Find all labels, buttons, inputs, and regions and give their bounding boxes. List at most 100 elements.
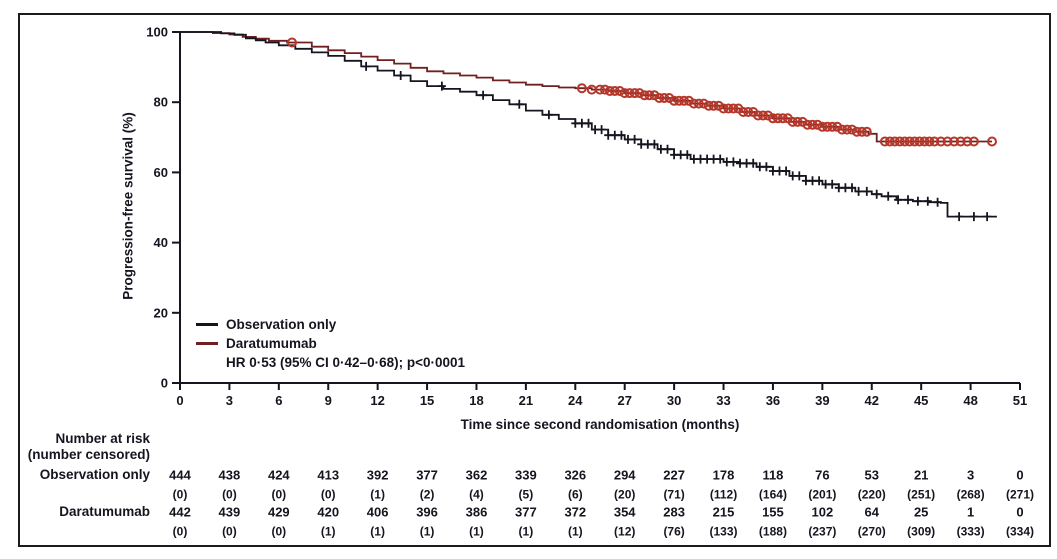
censor-circle-daratumumab (812, 119, 823, 130)
censor-circle-daratumumab (698, 98, 709, 109)
censor-circle-daratumumab (619, 88, 630, 99)
censor-circle-daratumumab (614, 86, 625, 96)
censor-circle-daratumumab (802, 119, 813, 130)
y-tick-label: 0 (161, 376, 168, 391)
censored-count-daratumumab: (333) (957, 525, 985, 539)
censored-count-daratumumab: (0) (173, 525, 188, 539)
risk-count-daratumumab: 396 (416, 505, 438, 520)
y-tick-label: 80 (154, 95, 168, 110)
censor-circle-daratumumab (718, 103, 729, 114)
risk-count-daratumumab: 386 (466, 505, 488, 520)
censor-circle-daratumumab (664, 93, 675, 103)
censor-circle-daratumumab (861, 126, 872, 137)
risk-count-daratumumab: 354 (614, 505, 636, 520)
risk-count-daratumumab: 64 (865, 505, 880, 520)
censor-plus-observation (933, 197, 942, 207)
legend-entry-daratumumab: Daratumumab (196, 334, 465, 353)
censor-plus-observation (544, 110, 553, 120)
censor-circle-daratumumab (847, 124, 857, 135)
legend-entry-observation: Observation only (196, 315, 465, 334)
legend-label-daratumumab: Daratumumab (226, 336, 317, 351)
legend: Observation only Daratumumab HR 0·53 (95… (196, 315, 465, 372)
censor-plus-observation (884, 191, 893, 201)
x-axis-title: Time since second randomisation (months) (460, 417, 740, 432)
censor-plus-observation (795, 171, 804, 181)
censor-circle-daratumumab (599, 84, 610, 95)
censored-count-daratumumab: (334) (1006, 525, 1034, 539)
censored-count-observation-only: (0) (271, 488, 286, 502)
censor-circle-daratumumab (629, 88, 640, 99)
risk-count-daratumumab: 155 (762, 505, 784, 520)
censor-circle-daratumumab (644, 90, 655, 101)
censor-plus-observation (983, 212, 992, 222)
censor-plus-observation (828, 179, 837, 189)
x-tick-label: 30 (667, 393, 681, 408)
y-tick-label: 100 (146, 25, 168, 40)
censor-plus-observation (663, 144, 672, 154)
x-tick-label: 51 (1013, 393, 1027, 408)
risk-table-header-line2: (number censored) (27, 447, 150, 462)
y-tick-label: 60 (154, 165, 168, 180)
x-tick-label: 15 (420, 393, 434, 408)
censor-circle-daratumumab (654, 93, 665, 103)
observation-line-swatch (196, 323, 218, 326)
x-tick-label: 0 (176, 393, 183, 408)
risk-count-daratumumab: 0 (1016, 505, 1023, 520)
censor-plus-observation (762, 162, 771, 172)
censor-circle-daratumumab (792, 116, 803, 127)
censor-circle-daratumumab (688, 98, 699, 109)
risk-count-daratumumab: 429 (268, 505, 290, 520)
risk-count-daratumumab: 442 (169, 505, 191, 520)
risk-table-header-line1: Number at risk (55, 431, 150, 446)
censored-count-daratumumab: (1) (420, 525, 435, 539)
censor-circle-daratumumab (772, 113, 783, 124)
censor-circle-daratumumab (909, 136, 920, 147)
censor-plus-observation (854, 186, 863, 196)
x-tick-label: 12 (370, 393, 384, 408)
censor-circle-daratumumab (576, 83, 587, 94)
censor-circle-daratumumab (683, 95, 694, 106)
risk-count-daratumumab: 377 (515, 505, 537, 520)
risk-count-observation-only: 227 (663, 468, 685, 483)
censor-circle-daratumumab (942, 136, 953, 147)
censor-circle-daratumumab (842, 124, 853, 135)
risk-count-observation-only: 424 (268, 468, 290, 483)
risk-count-daratumumab: 406 (367, 505, 389, 520)
censor-circle-daratumumab (659, 93, 670, 103)
censor-plus-observation (749, 158, 758, 168)
x-tick-label: 3 (226, 393, 233, 408)
censor-circle-daratumumab (894, 136, 905, 147)
censor-circle-daratumumab (743, 107, 754, 117)
risk-count-observation-only: 413 (317, 468, 339, 483)
x-tick-label: 48 (963, 393, 977, 408)
censor-plus-observation (716, 154, 725, 164)
censored-count-observation-only: (220) (858, 488, 886, 502)
censor-plus-observation (923, 196, 932, 206)
censored-count-observation-only: (251) (907, 488, 935, 502)
censor-plus-observation (597, 125, 606, 135)
censor-circle-daratumumab (693, 98, 704, 109)
censor-plus-observation (683, 150, 692, 160)
censored-count-observation-only: (2) (420, 488, 435, 502)
risk-count-observation-only: 339 (515, 468, 537, 483)
risk-count-observation-only: 294 (614, 468, 636, 483)
x-tick-label: 42 (865, 393, 879, 408)
censor-circle-daratumumab (649, 90, 660, 101)
censored-count-observation-only: (0) (321, 488, 336, 502)
censor-circle-daratumumab (728, 103, 739, 114)
risk-count-observation-only: 377 (416, 468, 438, 483)
censored-count-daratumumab: (0) (271, 525, 286, 539)
censored-count-daratumumab: (1) (519, 525, 534, 539)
censored-count-daratumumab: (1) (469, 525, 484, 539)
censor-circle-daratumumab (708, 100, 719, 111)
censor-plus-observation (362, 61, 371, 71)
risk-count-daratumumab: 25 (914, 505, 928, 520)
censor-circle-daratumumab (955, 136, 966, 147)
censor-circle-daratumumab (639, 90, 650, 101)
y-tick-label: 20 (154, 305, 168, 320)
censor-circle-daratumumab (777, 113, 788, 124)
censored-count-daratumumab: (309) (907, 525, 935, 539)
censor-circle-daratumumab (949, 136, 960, 147)
risk-count-daratumumab: 439 (219, 505, 241, 520)
